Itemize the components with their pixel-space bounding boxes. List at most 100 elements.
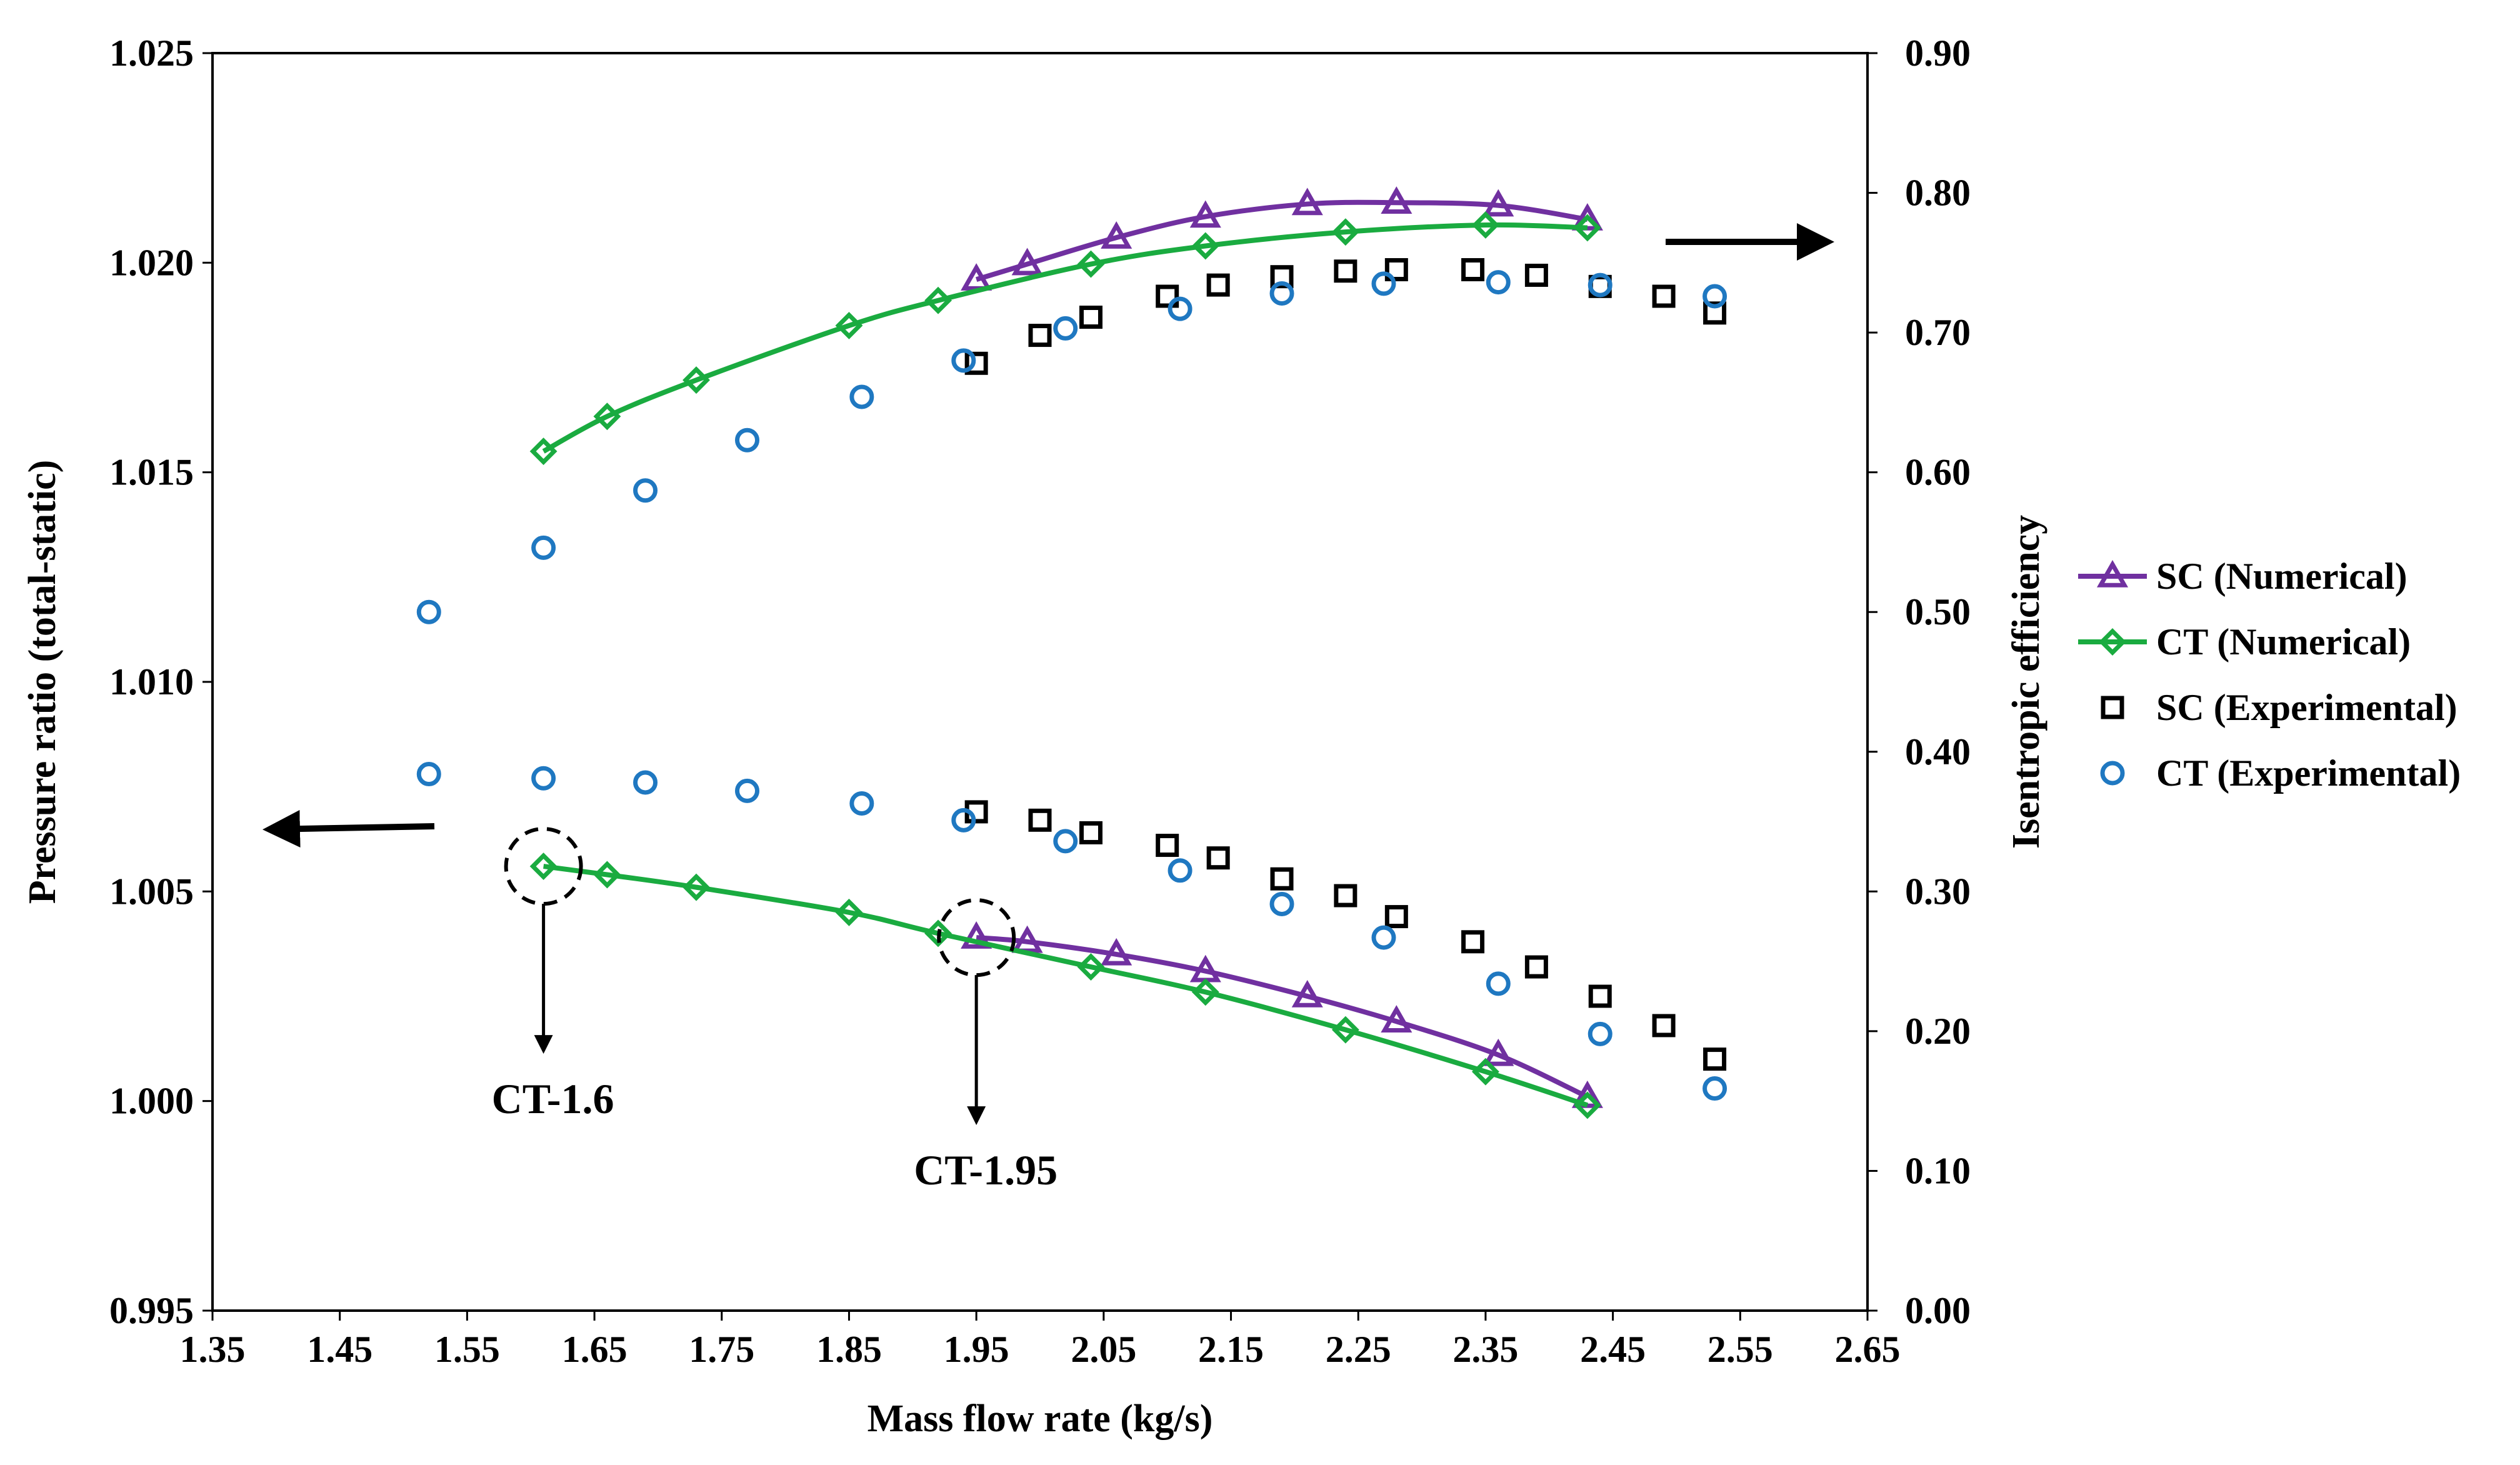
- series-ct_num-pressure-point: [835, 898, 863, 926]
- series-sc_num-pressure-point: [961, 921, 992, 949]
- legend-item-ct_exp: CT (Experimental): [2100, 752, 2461, 794]
- x-tick-label: 1.85: [816, 1329, 882, 1370]
- legend-marker-triangle-icon: [2096, 559, 2129, 588]
- series-sc_exp-pressure-point: [1270, 867, 1294, 891]
- x-tick-label: 1.35: [180, 1329, 246, 1370]
- left-y-axis-title: Pressure ratio (total-static): [21, 460, 64, 904]
- legend-marker-circle-icon: [2100, 761, 2125, 786]
- x-tick-label: 2.25: [1326, 1329, 1391, 1370]
- left-axis-indicator-arrow: [262, 810, 435, 848]
- x-tick-label: 2.05: [1071, 1329, 1136, 1370]
- series-sc_exp-efficiency-point: [1079, 306, 1102, 329]
- series-sc_exp-pressure-point: [1334, 884, 1358, 908]
- series-sc_num-pressure-point: [1571, 1080, 1603, 1108]
- series-sc_num-pressure-point: [1482, 1038, 1514, 1066]
- annotation-layer: CT-1.6 CT-1.95: [492, 827, 1058, 1194]
- legend-label: SC (Numerical): [2156, 556, 2408, 597]
- series-ct_num-efficiency-point: [1191, 232, 1219, 260]
- legend: SC (Numerical) CT (Numerical) SC (Experime…: [2078, 556, 2461, 794]
- series-sc_exp-pressure-point: [1156, 834, 1179, 858]
- annotation-highlight-circle: [504, 827, 583, 906]
- series-ct_exp-efficiency-point: [1371, 271, 1396, 296]
- series-ct_exp-pressure-point: [1588, 1021, 1612, 1046]
- series-sc_num-efficiency-point: [1189, 200, 1221, 228]
- series-ct_exp-efficiency-point: [1269, 281, 1294, 306]
- series-ct_num-efficiency-line: [542, 222, 1588, 454]
- series-ct_exp-efficiency-point: [1168, 296, 1192, 321]
- annotation-label: CT-1.6: [492, 1075, 614, 1122]
- series-ct_num-pressure-point: [1077, 953, 1105, 981]
- series-ct_exp-efficiency-point: [531, 535, 556, 560]
- x-tick-label: 2.45: [1580, 1329, 1646, 1370]
- series-sc_exp-pressure-point: [1703, 1048, 1727, 1071]
- series-ct_exp-pressure-point: [849, 791, 874, 816]
- x-tick-label: 1.55: [434, 1329, 500, 1370]
- series-sc_num-efficiency-point: [1011, 248, 1043, 276]
- series-sc_num-pressure-line: [976, 935, 1589, 1099]
- series-ct_exp-efficiency-point: [1486, 270, 1511, 295]
- series-sc_exp-efficiency-point: [1703, 301, 1727, 325]
- left-y-tick-label: 1.020: [109, 242, 194, 283]
- series-ct_num-efficiency-point: [1471, 211, 1499, 239]
- plot-area-frame: [211, 52, 1869, 1312]
- x-tick-label: 2.35: [1452, 1329, 1518, 1370]
- left-y-tick-label: 1.025: [109, 32, 194, 74]
- series-ct_exp-pressure-point: [1486, 971, 1511, 996]
- series-sc_exp-pressure-point: [1028, 808, 1052, 832]
- series-sc_exp-efficiency-point: [964, 351, 988, 375]
- series-ct_exp-pressure-point: [633, 770, 658, 795]
- series-ct_num-efficiency-point: [1573, 214, 1601, 242]
- right-y-tick-label: 0.50: [1905, 591, 1971, 632]
- series-ct_num-pressure-point: [1471, 1058, 1499, 1086]
- series-ct_exp-efficiency-point: [1053, 316, 1078, 341]
- legend-item-ct_num: CT (Numerical): [2078, 621, 2411, 662]
- left-y-axis-ticks: 0.995 1.000 1.005 1.010 1.015 1.020 1.025: [109, 32, 212, 1331]
- legend-item-sc_exp: SC (Experimental): [2101, 687, 2458, 728]
- series-sc_exp-pressure-point: [1524, 955, 1548, 979]
- right-y-tick-label: 0.30: [1905, 871, 1971, 912]
- series-ct_exp-pressure-point: [531, 766, 556, 791]
- x-axis-title: Mass flow rate (kg/s): [868, 1398, 1213, 1440]
- series-sc_exp-pressure-point: [1384, 905, 1408, 929]
- series-ct_exp-efficiency-point: [951, 348, 976, 373]
- left-y-tick-label: 1.015: [109, 452, 194, 493]
- series-sc_num-efficiency-point: [1571, 202, 1603, 231]
- right-y-tick-label: 0.10: [1905, 1150, 1971, 1191]
- right-y-tick-label: 0.70: [1905, 312, 1971, 353]
- right-y-tick-label: 0.60: [1905, 452, 1971, 493]
- left-y-tick-label: 1.010: [109, 661, 194, 702]
- series-ct_exp-efficiency-point: [1702, 284, 1728, 309]
- series-sc_num-pressure-point: [1381, 1005, 1412, 1032]
- series-ct_num: [529, 211, 1601, 1119]
- series-sc_num-efficiency-point: [1381, 186, 1412, 214]
- series-ct_num-efficiency-point: [835, 311, 863, 339]
- x-tick-label: 1.75: [689, 1329, 754, 1370]
- right-y-tick-label: 0.90: [1905, 32, 1971, 74]
- series-ct_num-efficiency-point: [924, 286, 952, 314]
- series-ct_exp-pressure-point: [1269, 891, 1294, 916]
- series-sc_exp-efficiency-point: [1334, 259, 1358, 283]
- series-sc_exp-pressure-point: [1652, 1014, 1676, 1038]
- series-sc_exp-efficiency-point: [1461, 258, 1485, 282]
- series-sc_num-efficiency-point: [1482, 189, 1514, 217]
- series-ct_exp-pressure-point: [951, 808, 976, 832]
- series-ct_num-pressure-point: [924, 919, 952, 948]
- series-ct_exp-efficiency-point: [735, 428, 760, 452]
- x-tick-label: 1.45: [307, 1329, 372, 1370]
- x-tick-label: 2.65: [1835, 1329, 1901, 1370]
- series-ct_exp-efficiency-point: [633, 478, 658, 503]
- legend-label: SC (Experimental): [2156, 687, 2458, 728]
- right-y-axis-title: Isentropic efficiency: [2005, 515, 2048, 849]
- right-y-axis-ticks: 0.00 0.10 0.20 0.30 0.40 0.50 0.60 0.70 0.80 0.90: [1868, 32, 1971, 1331]
- legend-item-sc_num: SC (Numerical): [2078, 556, 2408, 597]
- series-ct_num-pressure-line: [543, 864, 1589, 1108]
- x-tick-label: 2.55: [1708, 1329, 1773, 1370]
- series-ct_exp-pressure-point: [1702, 1076, 1728, 1101]
- left-y-tick-label: 0.995: [109, 1290, 194, 1331]
- series-ct_exp-pressure-point: [1168, 858, 1192, 883]
- series-ct_num-efficiency-point: [529, 438, 558, 466]
- series-ct_num-efficiency-point: [1077, 250, 1105, 278]
- right-y-tick-label: 0.20: [1905, 1011, 1971, 1052]
- series-ct_exp-pressure-point: [1371, 925, 1396, 950]
- series-sc_num-efficiency-point: [1101, 221, 1132, 249]
